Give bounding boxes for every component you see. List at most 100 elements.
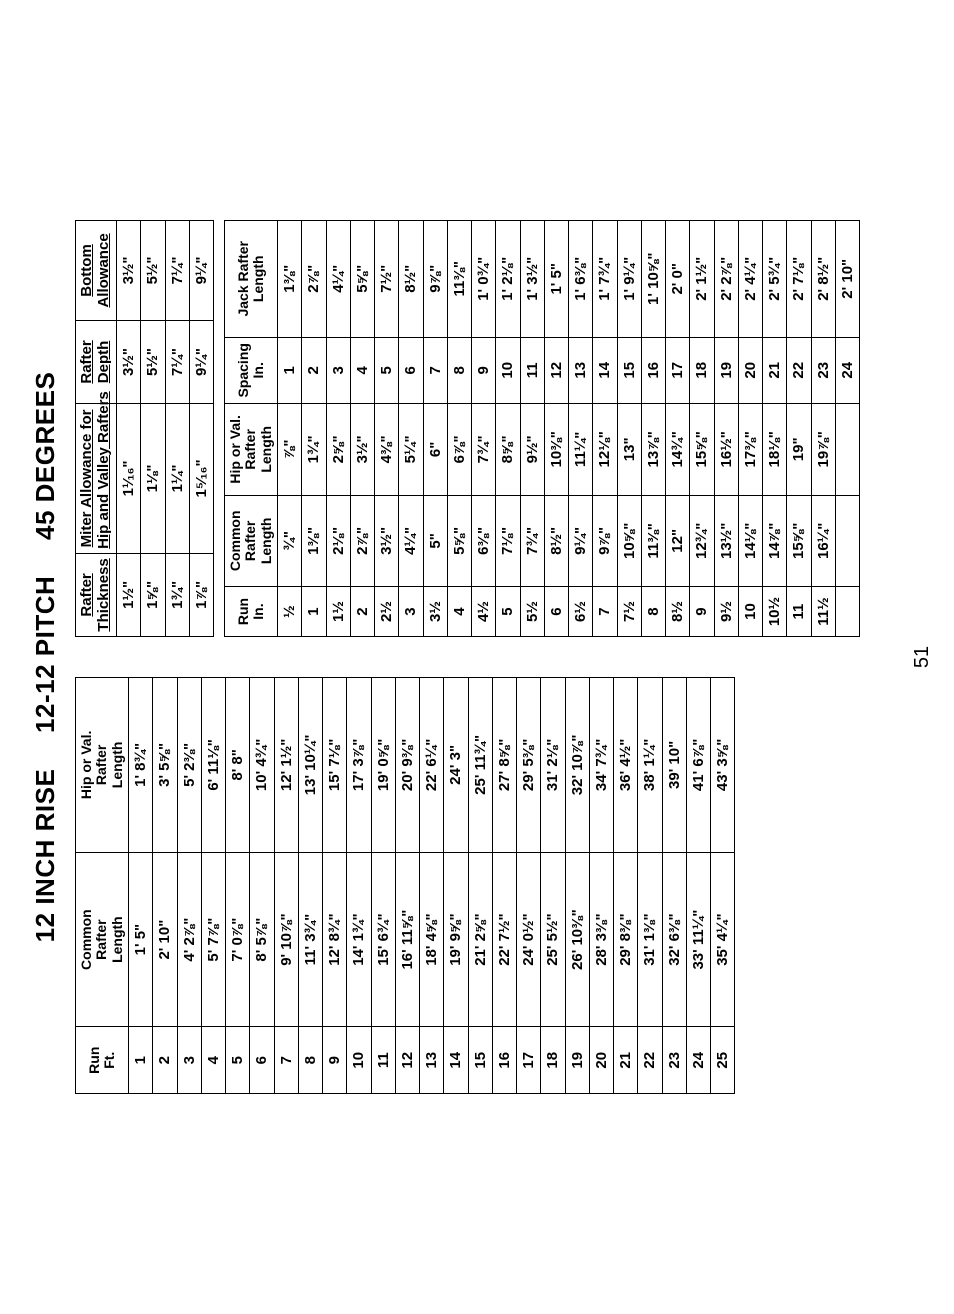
cell: 8: [298, 1027, 322, 1094]
cell: 11¼": [569, 404, 593, 496]
cell: 16' 11⅝": [395, 852, 419, 1027]
table-row: 11½16¼"19⅞"232' 8½": [811, 221, 835, 637]
cell: 34' 7¾": [589, 678, 613, 853]
cell: ½: [278, 587, 302, 637]
cell: 1½: [326, 587, 350, 637]
cell: 2' 2⅞": [714, 221, 738, 338]
cell: 21: [763, 337, 787, 404]
cell: 13: [569, 337, 593, 404]
tables-container: RunFt. CommonRafterLength Hip or Val.Raf…: [75, 220, 897, 1094]
table-row: 3½5"6"79⅞": [423, 221, 447, 637]
table-row: 1318' 4⅝"22' 6¼": [420, 678, 444, 1094]
cell: 15⅝": [787, 495, 811, 587]
page-content: 12 INCH RISE 12-12 PITCH 45 DEGREES RunF…: [0, 180, 954, 1134]
cell: [835, 495, 859, 587]
cell: 2⅝": [326, 404, 350, 496]
allow-hdr-1: Miter Allowance forHip and Valley Rafter…: [76, 404, 117, 554]
cell: 18' 4⅝": [420, 852, 444, 1027]
cell: 5: [226, 1027, 250, 1094]
cell: 13: [420, 1027, 444, 1094]
cell: 12: [395, 1027, 419, 1094]
cell: 11⅜": [641, 495, 665, 587]
cell: 9½": [520, 404, 544, 496]
cell: 4: [201, 1027, 225, 1094]
cell: 25: [711, 1027, 735, 1094]
cell: 6½: [569, 587, 593, 637]
cell: 26' 10⅜": [565, 852, 589, 1027]
cell: 3½": [117, 221, 141, 321]
cell: [835, 587, 859, 637]
cell: 7½": [375, 221, 399, 338]
cell: 1: [302, 587, 326, 637]
cell: 10: [347, 1027, 371, 1094]
cell: 9: [323, 1027, 347, 1094]
cell: 14: [593, 337, 617, 404]
cell: 7¾": [472, 404, 496, 496]
cell: 1⁵⁄₁₆": [189, 404, 213, 554]
cell: 8: [447, 337, 471, 404]
cell: 32' 6⅜": [662, 852, 686, 1027]
table-row: 10½14⅞"18⅛"212' 5¾": [763, 221, 787, 637]
cell: 6⅜": [472, 495, 496, 587]
cell: 19": [787, 404, 811, 496]
cell: 3' 5⅝": [153, 678, 177, 853]
table-row: 45' 7⅞"6' 11⅛": [201, 678, 225, 1094]
cell: 2' 7⅛": [787, 221, 811, 338]
cell: 13' 10¼": [298, 678, 322, 853]
cell: 19⅞": [811, 404, 835, 496]
cell: 15: [468, 1027, 492, 1094]
cell: 5' 2⅜": [177, 678, 201, 853]
cell: 41' 6⅞": [686, 678, 710, 853]
cell: 9⅞": [593, 495, 617, 587]
cell: 5: [496, 587, 520, 637]
cell: 6' 11⅛": [201, 678, 225, 853]
table-row: 68½"10⅜"121' 5": [544, 221, 568, 637]
cell: 23: [662, 1027, 686, 1094]
cell: 23: [811, 337, 835, 404]
cell: 3½: [423, 587, 447, 637]
allowance-block: RafterThickness Miter Allowance forHip a…: [75, 220, 214, 637]
cell: 19: [714, 337, 738, 404]
cell: 24: [686, 1027, 710, 1094]
cell: 31' 1⅜": [638, 852, 662, 1027]
cell: 8⅝": [496, 404, 520, 496]
cell: 7¾": [520, 495, 544, 587]
cell: 27' 8⅝": [492, 678, 516, 853]
cell: 3½": [350, 404, 374, 496]
cell: 3: [177, 1027, 201, 1094]
cell: 1⅞": [189, 553, 213, 636]
cell: 6: [544, 587, 568, 637]
cell: 20: [738, 337, 762, 404]
cell: 17: [666, 337, 690, 404]
table-row: 79⅞"12⅛"141' 7¾": [593, 221, 617, 637]
cell: 4: [447, 587, 471, 637]
cell: 6": [423, 404, 447, 496]
cell: 22: [638, 1027, 662, 1094]
cell: 2: [153, 1027, 177, 1094]
right-table: RunIn. CommonRafterLength Hip or Val.Raf…: [224, 220, 860, 637]
table-row: 1724' 0½"29' 5⅜": [517, 678, 541, 1094]
cell: 8' 5⅞": [250, 852, 274, 1027]
cell: 7¼": [165, 320, 189, 403]
table-row: 45⅝"6⅞"811⅜": [447, 221, 471, 637]
cell: 5¼": [399, 404, 423, 496]
cell: 9: [690, 587, 714, 637]
cell: 10' 4¾": [250, 678, 274, 853]
left-hdr-common: CommonRafterLength: [76, 852, 129, 1027]
table-row: 242' 10": [835, 221, 859, 637]
cell: 4: [350, 337, 374, 404]
page-title: 12 INCH RISE 12-12 PITCH 45 DEGREES: [30, 220, 61, 1094]
cell: 6: [399, 337, 423, 404]
cell: 28' 3⅜": [589, 852, 613, 1027]
cell: 2' 10": [153, 852, 177, 1027]
cell: ⅞": [278, 404, 302, 496]
table-row: 1⅞"1⁵⁄₁₆"9¼"9¼": [189, 221, 213, 637]
cell: 5⅝": [447, 495, 471, 587]
cell: 5½": [141, 221, 165, 321]
table-row: 912¾"15⅝"182' 1½": [690, 221, 714, 637]
cell: 25' 11¾": [468, 678, 492, 853]
cell: 6⅞": [447, 404, 471, 496]
cell: 18⅛": [763, 404, 787, 496]
table-row: 5½7¾"9½"111' 3½": [520, 221, 544, 637]
cell: 1⅝": [141, 553, 165, 636]
